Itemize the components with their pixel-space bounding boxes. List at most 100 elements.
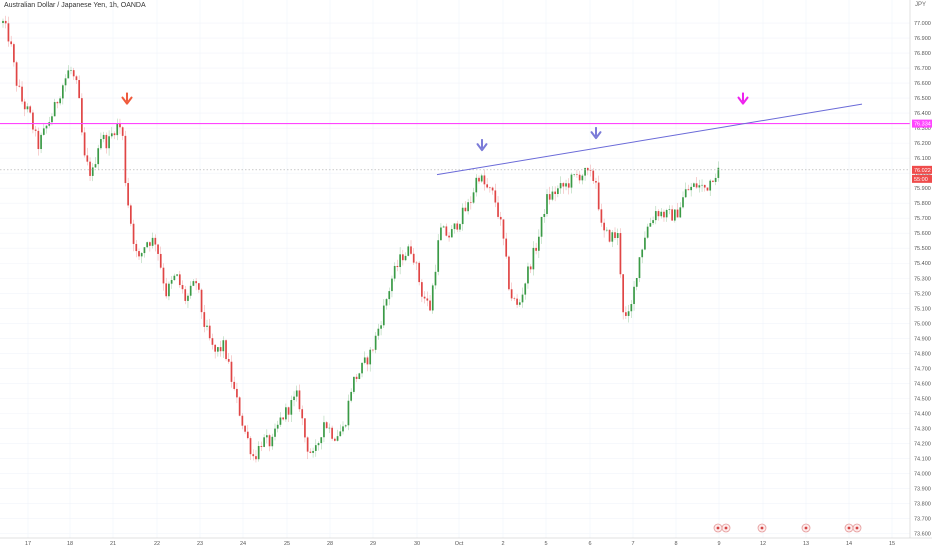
price-tick-label: 74.600	[914, 381, 931, 387]
candle-body	[225, 340, 227, 360]
price-axis[interactable]: 77.000 76.900 76.800 76.700 76.600 76.500 76.4…	[914, 21, 931, 537]
candle-body	[423, 296, 426, 299]
rising-trendline[interactable]	[436, 103, 863, 176]
candle-body	[703, 184, 706, 188]
candle-body	[576, 174, 578, 176]
candle-body	[350, 391, 353, 401]
candle-body	[546, 194, 548, 214]
candle-body	[301, 409, 304, 419]
candle-body	[595, 181, 597, 183]
arrow-markers	[121, 92, 749, 152]
candle-body	[339, 431, 342, 437]
candle-body	[4, 20, 7, 24]
candle-body	[255, 456, 257, 460]
candle-body	[701, 184, 703, 186]
candle-body	[709, 180, 712, 191]
arrow-marker-blue	[476, 139, 488, 152]
candle-body	[407, 246, 410, 256]
candle-body	[2, 20, 4, 24]
candle-body	[431, 285, 434, 311]
candle-body	[679, 207, 682, 218]
candle-body	[127, 183, 129, 206]
candle-body	[687, 189, 690, 191]
candle-body	[195, 281, 197, 284]
event-flag-icon[interactable]	[801, 523, 811, 533]
candle-body	[584, 167, 586, 176]
candle-body	[206, 325, 208, 327]
candle-body	[236, 388, 238, 398]
candle-body	[34, 129, 37, 131]
candle-body	[328, 427, 331, 429]
candle-body	[276, 424, 279, 429]
candle-body	[312, 450, 314, 453]
candle-body	[323, 422, 325, 438]
candle-body	[113, 133, 116, 136]
candle-body	[614, 232, 616, 239]
event-flag-icon[interactable]	[757, 523, 767, 533]
candle-body	[325, 422, 328, 429]
candle-body	[233, 381, 236, 389]
candle-body	[132, 223, 135, 244]
candle-body	[355, 376, 358, 379]
candle-body	[217, 347, 219, 352]
candle-body	[162, 267, 165, 284]
economic-events[interactable]	[713, 523, 862, 533]
time-tick-label: 15	[889, 541, 895, 547]
candle-body	[641, 249, 644, 258]
candle-body	[388, 291, 391, 300]
candle-body	[170, 280, 173, 284]
candle-body	[646, 226, 649, 238]
candle-body	[625, 312, 627, 316]
candle-body	[70, 70, 72, 71]
candle-body	[644, 237, 646, 250]
candle-body	[404, 255, 407, 261]
event-flag-icon[interactable]	[852, 523, 862, 533]
candle-body	[491, 187, 494, 191]
time-tick-label: 18	[67, 541, 73, 547]
candle-body	[548, 194, 551, 200]
time-tick-label: 2	[501, 541, 504, 547]
candle-body	[426, 298, 429, 301]
candle-body	[67, 70, 70, 79]
event-flag-icon[interactable]	[844, 523, 854, 533]
candle-body	[543, 213, 546, 217]
candle-body	[342, 426, 344, 432]
event-flag-icon[interactable]	[713, 523, 723, 533]
candle-body	[129, 205, 132, 224]
candle-body	[486, 184, 489, 188]
candle-body	[586, 167, 589, 171]
time-tick-label: 21	[110, 541, 116, 547]
candle-body	[306, 437, 309, 452]
candle-body	[597, 182, 600, 210]
price-tick-label: 74.500	[914, 396, 931, 402]
candle-body	[551, 191, 554, 200]
event-flag-icon[interactable]	[721, 523, 731, 533]
candle-body	[83, 132, 86, 156]
candle-body	[605, 229, 608, 231]
candle-body	[714, 177, 717, 182]
candle-body	[249, 438, 252, 455]
candle-body	[78, 80, 81, 99]
candle-body	[203, 312, 206, 327]
candle-body	[589, 170, 592, 171]
candle-body	[282, 417, 285, 420]
candle-body	[717, 167, 720, 178]
time-axis[interactable]: 17 18 21 22 23 24 25 28 29 30 Oct 2 5 6 7 8 9 12 13 14 15	[25, 541, 895, 547]
candle-body	[508, 256, 510, 290]
resistance-price-label: 76.334	[914, 122, 931, 128]
candle-body	[219, 347, 222, 352]
candle-body	[149, 242, 151, 246]
time-tick-label: 24	[240, 541, 246, 547]
candle-body	[684, 189, 687, 198]
time-tick-label: 8	[674, 541, 677, 547]
candle-body	[91, 167, 94, 176]
grid-lines	[0, 0, 910, 538]
price-tick-label: 74.800	[914, 351, 931, 357]
candle-body	[464, 207, 467, 212]
candle-body	[295, 390, 298, 397]
candle-body	[336, 436, 339, 441]
candle-body	[178, 274, 181, 286]
candle-body	[184, 289, 187, 301]
candle-body	[45, 125, 48, 129]
